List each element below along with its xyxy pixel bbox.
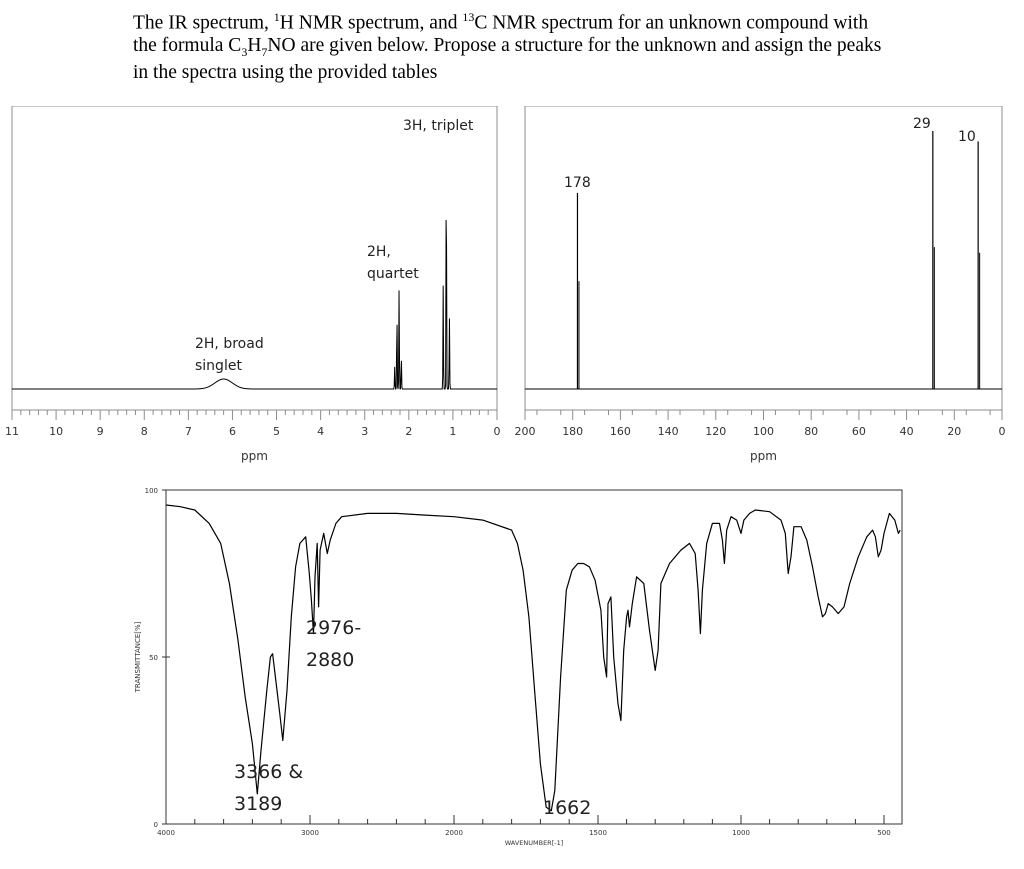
tick-label: 4000 (157, 829, 175, 837)
tick-label: 180 (562, 425, 583, 438)
tick-label: 4 (317, 425, 324, 438)
subscript: 7 (261, 44, 268, 59)
peak-label: 10 (958, 129, 976, 145)
question-fragment: C NMR spectrum for an unknown compound w… (474, 12, 869, 34)
tick-label: 2 (405, 425, 412, 438)
tick-label: 140 (658, 425, 679, 438)
plot-frame (524, 106, 1003, 411)
peak-annotation: 2H, broad (195, 336, 264, 352)
tick-label: 7 (185, 425, 192, 438)
superscript: 13 (462, 10, 475, 24)
y-tick-label: 50 (149, 654, 158, 662)
plot-frame (11, 106, 498, 411)
tick-label: 500 (877, 829, 890, 837)
question-fragment: H (247, 34, 262, 56)
h-nmr-trace (12, 219, 497, 391)
tick-label: 1500 (589, 829, 607, 837)
tick-label: 8 (141, 425, 148, 438)
peak-annotation: 2976- (306, 617, 361, 639)
tick-label: 5 (273, 425, 280, 438)
tick-label: 1000 (732, 829, 750, 837)
subscript: 3 (241, 44, 248, 59)
tick-label: 2000 (445, 829, 463, 837)
peak-annotation: 3366 & (234, 761, 303, 783)
question-fragment: the formula C (133, 34, 242, 56)
tick-label: 160 (610, 425, 631, 438)
tick-label: 0 (999, 425, 1006, 438)
peak-annotation: quartet (367, 266, 419, 282)
question-fragment: H NMR spectrum, and (279, 12, 463, 34)
question-fragment: The IR spectrum, (133, 12, 274, 34)
question-line-1: The IR spectrum, 1H NMR spectrum, and 13… (133, 6, 993, 35)
question-fragment: NO are given below. Propose a structure … (267, 34, 882, 56)
y-tick-label: 100 (145, 487, 158, 495)
tick-label: 40 (900, 425, 914, 438)
peak-annotation: 2H, (367, 244, 391, 260)
tick-label: 3 (361, 425, 368, 438)
tick-label: 1 (449, 425, 456, 438)
tick-label: 120 (705, 425, 726, 438)
tick-label: 80 (804, 425, 818, 438)
tick-label: 0 (494, 425, 501, 438)
tick-label: 3000 (301, 829, 319, 837)
x-axis-label: ppm (750, 449, 777, 463)
y-axis-label: TRANSMITTANCE[%] (134, 621, 142, 693)
peak-annotation: 2880 (306, 649, 354, 671)
superscript: 1 (273, 10, 280, 24)
tick-label: 6 (229, 425, 236, 438)
peak-label: 29 (913, 116, 931, 132)
x-axis-label: WAVENUMBER[-1] (505, 839, 564, 847)
tick-label: 10 (49, 425, 63, 438)
tick-label: 100 (753, 425, 774, 438)
y-tick-label: 0 (154, 821, 158, 829)
peak-annotation: 3H, triplet (403, 118, 474, 134)
tick-label: 9 (97, 425, 104, 438)
ir-trace (165, 504, 901, 812)
tick-label: 20 (947, 425, 961, 438)
ir-spectrum: 4000 3000 2000 1500 1000 500100500WAVENUMBER[… (134, 487, 903, 847)
tick-label: 200 (515, 425, 536, 438)
x-axis-label: ppm (241, 449, 268, 463)
peak-annotation: 1662 (543, 797, 591, 819)
tick-label: 60 (852, 425, 866, 438)
question-line-3: in the spectra using the provided tables (133, 62, 438, 84)
peak-label: 178 (564, 175, 591, 191)
question-text: The IR spectrum, 1H NMR spectrum, and 13… (133, 6, 993, 84)
peak-annotation: singlet (195, 358, 242, 374)
tick-label: 11 (5, 425, 19, 438)
peak-annotation: 3189 (234, 793, 282, 815)
question-line-2: the formula C3H7NO are given below. Prop… (133, 35, 993, 63)
